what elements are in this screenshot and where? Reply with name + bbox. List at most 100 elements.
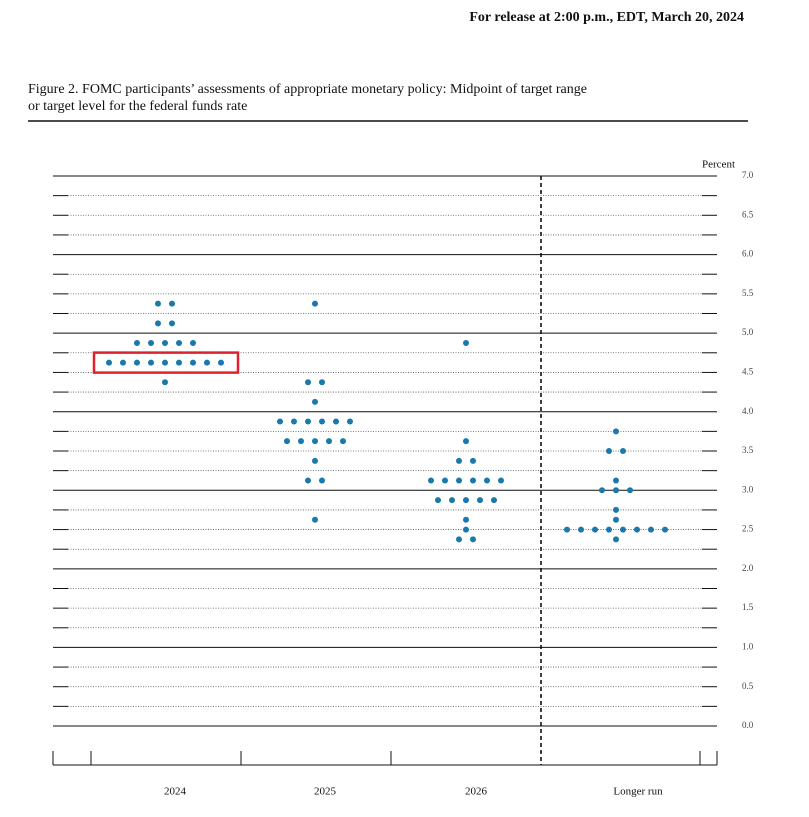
dot	[284, 438, 290, 445]
dot	[491, 497, 497, 504]
y-tick-label: 6.5	[742, 209, 754, 219]
y-tick-label: 0.5	[742, 681, 754, 691]
dot	[620, 526, 626, 533]
figure-caption: or target level for the federal funds ra…	[28, 99, 247, 114]
y-tick-label: 6.0	[742, 249, 754, 259]
dot	[613, 428, 619, 435]
dot	[470, 457, 476, 464]
dot	[333, 418, 339, 425]
dot	[204, 359, 210, 366]
dot	[162, 359, 168, 366]
dot	[155, 300, 161, 307]
y-tick-label: 1.0	[742, 641, 754, 651]
dot	[305, 418, 311, 425]
dot	[613, 516, 619, 523]
dot	[162, 379, 168, 386]
y-tick-label: 4.0	[742, 406, 754, 416]
dot	[148, 359, 154, 366]
dot	[162, 339, 168, 346]
dot	[606, 526, 612, 533]
dot	[428, 477, 434, 484]
dot	[291, 418, 297, 425]
highlight-box	[92, 351, 240, 374]
dot	[169, 300, 175, 307]
dot	[169, 320, 175, 327]
dot	[578, 526, 584, 533]
y-tick-label: 0.0	[742, 720, 754, 730]
dot	[148, 339, 154, 346]
dot	[627, 487, 633, 494]
y-tick-label: 5.5	[742, 288, 754, 298]
dot	[456, 477, 462, 484]
dot	[326, 438, 332, 445]
x-tick-label: 2024	[164, 786, 187, 798]
dot	[484, 477, 490, 484]
x-tick-label: 2025	[314, 786, 337, 798]
y-tick-label: 4.5	[742, 366, 754, 376]
dot	[312, 300, 318, 307]
y-tick-label: 7.0	[742, 170, 754, 180]
dot	[319, 379, 325, 386]
y-axis-label: Percent	[702, 159, 735, 171]
dot	[477, 497, 483, 504]
dot	[620, 448, 626, 454]
dot	[470, 536, 476, 543]
dot	[347, 418, 353, 425]
x-tick-label: 2026	[465, 786, 488, 798]
dot	[613, 487, 619, 494]
dot	[134, 339, 140, 346]
dot	[319, 477, 325, 484]
dot	[498, 477, 504, 484]
dot	[463, 339, 469, 346]
y-tick-label: 5.0	[742, 327, 754, 337]
dot	[456, 536, 462, 543]
dot	[463, 438, 469, 445]
dot	[606, 448, 612, 454]
dot	[106, 359, 112, 366]
dot	[155, 320, 161, 327]
dot	[176, 339, 182, 346]
dot	[305, 379, 311, 386]
dot	[662, 526, 668, 533]
dot	[592, 526, 598, 533]
dot	[277, 418, 283, 425]
dot	[442, 477, 448, 484]
y-tick-label: 2.5	[742, 524, 754, 534]
dot	[470, 477, 476, 484]
dot	[312, 438, 318, 445]
dot	[340, 438, 346, 445]
dot	[435, 497, 441, 504]
dot	[312, 516, 318, 523]
dot	[463, 526, 469, 533]
dot	[648, 526, 654, 533]
dot	[463, 497, 469, 504]
dot	[613, 506, 619, 513]
dot	[134, 359, 140, 366]
dot	[456, 457, 462, 464]
figure-caption: Figure 2. FOMC participants’ assessments…	[28, 82, 587, 97]
y-tick-label: 3.0	[742, 484, 754, 494]
y-tick-label: 1.5	[742, 602, 754, 612]
dot	[120, 359, 126, 366]
dot	[190, 339, 196, 346]
dot	[613, 477, 619, 484]
dot	[190, 359, 196, 366]
y-tick-label: 2.0	[742, 563, 754, 573]
release-header: For release at 2:00 p.m., EDT, March 20,…	[469, 10, 744, 25]
y-tick-label: 3.5	[742, 445, 754, 455]
dot	[305, 477, 311, 484]
dot	[634, 526, 640, 533]
dot	[218, 359, 224, 366]
dot	[463, 516, 469, 523]
dot	[599, 487, 605, 494]
dot	[298, 438, 304, 445]
dot	[312, 398, 318, 405]
dot	[176, 359, 182, 366]
dot	[613, 536, 619, 543]
x-tick-label: Longer run	[613, 786, 663, 798]
dot	[319, 418, 325, 425]
dot	[564, 526, 570, 533]
dot	[312, 457, 318, 464]
dot	[449, 497, 455, 504]
